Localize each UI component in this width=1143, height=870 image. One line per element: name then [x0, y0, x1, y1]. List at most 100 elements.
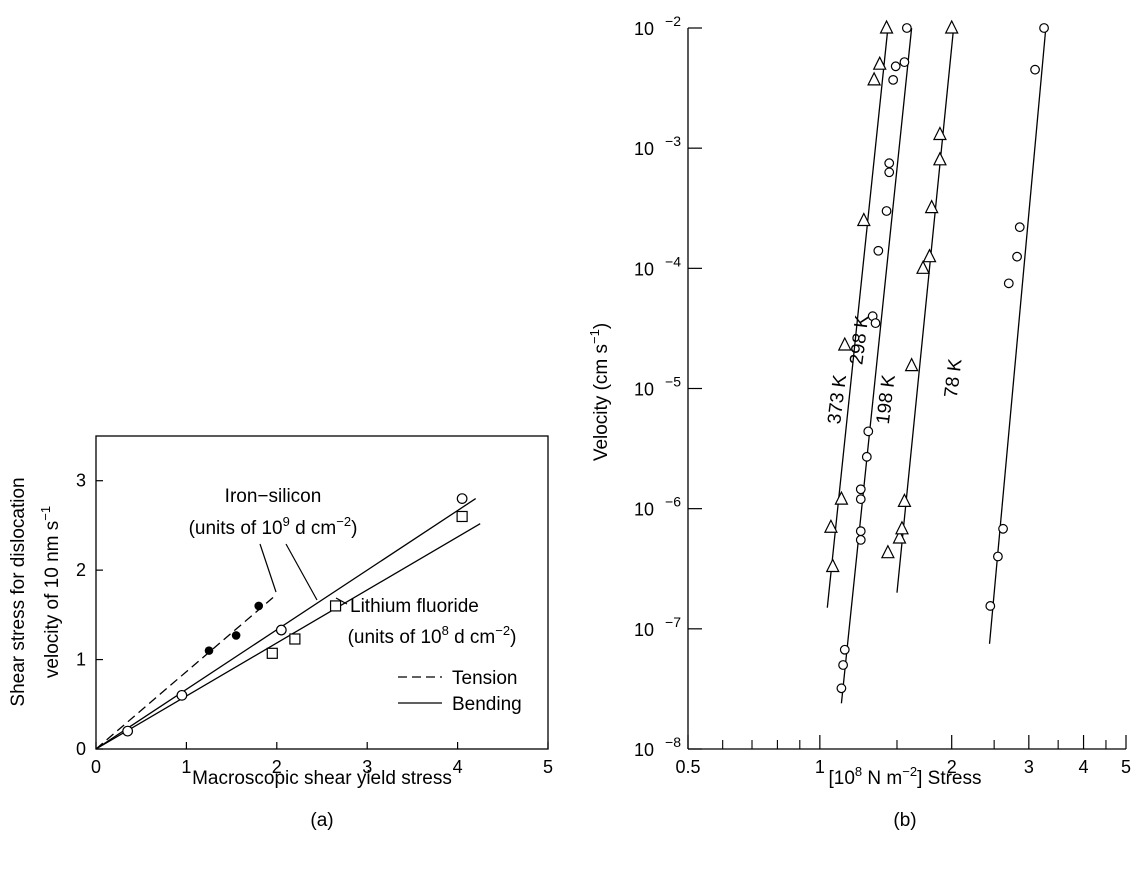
panel-b-triangle-point [904, 357, 919, 372]
panel-b-ytick-label: 10 [634, 259, 654, 279]
panel-a-square-point [266, 647, 278, 659]
panel-b-xtick-label: 5 [1121, 757, 1131, 777]
panel-b-ytick-exponent: −7 [665, 614, 681, 630]
panel-a-caption: (a) [310, 810, 333, 831]
panel-b-triangle-point [892, 529, 907, 544]
panel-b-triangle-point [867, 71, 882, 86]
panel-b-circle-point [993, 551, 1003, 562]
panel-b-xtick-label: 1 [815, 757, 825, 777]
panel-a-open-circle-point [275, 624, 287, 636]
lithium-fluoride-units: (units of 108 d cm−2) [348, 623, 517, 648]
panel-b-ytick-exponent: −8 [665, 734, 681, 750]
panel-a-filled-circle-point [204, 646, 214, 655]
panel-b-circle-point [884, 167, 895, 178]
panel-b-xtick-label: 4 [1079, 757, 1089, 777]
panel-b-ytick-exponent: −2 [665, 13, 681, 29]
panel-b-triangle-point [825, 558, 840, 573]
panel-b-circle-point [899, 57, 910, 68]
panel-a-ytick-label: 3 [76, 471, 86, 491]
panel-b-circle-point [890, 61, 901, 72]
panel-b-ytick-exponent: −5 [665, 374, 681, 390]
panel-b-triangle-point [872, 55, 887, 70]
panel-b-circle-point [855, 494, 866, 505]
panel-b-fit-line-373k [826, 27, 889, 608]
panel-a-xtick-label: 0 [91, 757, 101, 777]
panel-a-fit-line-1 [95, 593, 278, 750]
iron-leader-line-2 [285, 543, 318, 601]
panel-b-triangle-point [897, 493, 912, 507]
panel-b-fit-line-78k [988, 27, 1047, 644]
panel-b-triangle-point [944, 19, 959, 34]
iron-silicon-label: Iron−silicon [225, 486, 322, 507]
legend-tension-label: Tension [452, 668, 518, 689]
panel-b-triangle-point [880, 544, 895, 559]
panel-a-plot-frame [95, 435, 549, 750]
panel-a-xlabel: Macroscopic shear yield stress [192, 768, 452, 789]
panel-b-triangle-point [916, 259, 930, 274]
panel-a-ylabel-line1: Shear stress for dislocation [8, 477, 29, 706]
panel-b-ytick-label: 10 [634, 19, 654, 39]
panel-a-open-circle-point [456, 493, 468, 505]
panel-b-circle-point [861, 451, 872, 462]
panel-b-ytick-label: 10 [634, 620, 654, 640]
panel-b-circle-point [855, 534, 866, 545]
panel-a-ytick-label: 2 [76, 560, 86, 580]
panel-b-circle-point [985, 601, 996, 611]
panel-b-circle-point [1039, 23, 1049, 33]
panel-a-fit-lines [95, 498, 481, 750]
iron-leader-line-1 [259, 543, 277, 593]
panel-b-triangle-point [922, 248, 937, 263]
legend-bending-label: Bending [452, 694, 522, 715]
panel-b-axes: 0.5 1 2 3 4 5 10 −2 10 −3 10 −4 10 −5 10 −6 10 −7 10 −8 [634, 13, 1131, 777]
panel-b-circle-point [1014, 222, 1025, 233]
lif-leader-line [335, 597, 348, 605]
panel-b-circle-point [901, 23, 912, 33]
panel-b-circle-point [855, 526, 866, 537]
panel-b-circle-point [1003, 278, 1014, 289]
panel-a-open-circle-point [176, 689, 188, 701]
lithium-fluoride-label: Lithium fluoride [350, 596, 479, 617]
panel-a-ylabel-line2: velocity of 10 nm s−1 [38, 506, 63, 678]
panel-a-legend: Tension Bending [398, 668, 522, 715]
panel-b-xtick-label: 0.5 [675, 757, 700, 777]
panel-b-circle-point [870, 318, 881, 329]
panel-b-triangle-point [823, 518, 838, 533]
panel-b-xtick-label: 3 [1024, 757, 1034, 777]
panel-a-open-circle-point [122, 725, 134, 737]
panel-b-circle-point [884, 158, 895, 169]
panel-a-fit-line-2 [95, 498, 477, 750]
panel-a-xtick-label: 1 [181, 757, 191, 777]
panel-b-triangle-point [837, 336, 852, 351]
panel-b-circle-point [998, 523, 1008, 534]
panel-b-triangle-point [856, 212, 871, 227]
panel-b-ytick-exponent: −3 [665, 133, 681, 149]
panel-b-circle-point [1030, 64, 1040, 75]
panel-a-ylabel-sup: −1 [38, 506, 53, 521]
panel-b: 0.5 1 2 3 4 510−210−310−410−510−610−710−8 373… [587, 13, 1131, 831]
panel-b-circle-point [838, 660, 848, 670]
panel-b-triangle-point [895, 520, 909, 535]
panel-a-fit-line-3 [95, 523, 481, 750]
panel-a-square-point [456, 510, 468, 523]
panel-b-circle-point [1012, 251, 1022, 262]
panel-b-circle-point [839, 644, 850, 655]
panel-b-circle-point [888, 74, 899, 85]
panel-b-triangle-point [932, 151, 947, 166]
panel-b-caption: (b) [893, 810, 916, 831]
panel-b-triangle-point [834, 490, 849, 505]
panel-a-filled-circle-point [231, 631, 241, 640]
panel-b-circle-point [863, 426, 874, 437]
panel-b-fit-line-198k [896, 27, 955, 593]
panel-b-label-198k: 198 K [873, 373, 900, 425]
panel-b-ytick-label: 10 [634, 740, 654, 760]
panel-b-circle-point [873, 245, 884, 256]
panel-a-ytick-label: 0 [76, 739, 86, 759]
panel-b-triangle-point [932, 126, 947, 141]
panel-a-xtick-label: 2 [272, 757, 282, 777]
panel-b-ylabel: Velocity (cm s−1) [587, 323, 612, 461]
panel-b-triangle-point [879, 19, 894, 34]
iron-silicon-units: (units of 109 d cm−2) [189, 514, 358, 539]
